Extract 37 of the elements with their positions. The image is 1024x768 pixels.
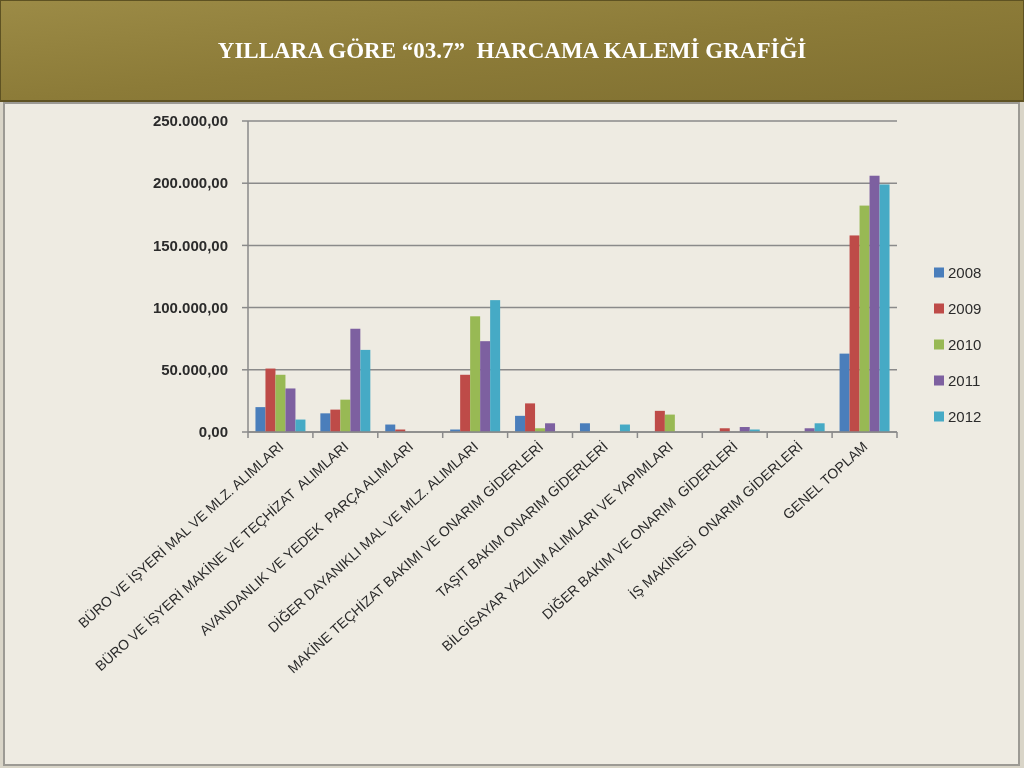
bar bbox=[525, 403, 536, 432]
bar bbox=[330, 409, 341, 432]
bar bbox=[849, 235, 860, 432]
y-tick-label: 250.000,00 bbox=[152, 112, 228, 130]
bar bbox=[460, 374, 471, 432]
bar bbox=[654, 410, 665, 432]
y-tick-label: 50.000,00 bbox=[161, 361, 228, 379]
legend-label: 2009 bbox=[948, 299, 982, 317]
bar bbox=[814, 423, 825, 432]
y-tick-label: 200.000,00 bbox=[152, 174, 228, 192]
legend-label: 2008 bbox=[948, 263, 982, 281]
chart-title: YILLARA GÖRE “03.7” HARCAMA KALEMİ GRAFİĞİ bbox=[217, 37, 807, 63]
bar bbox=[490, 300, 501, 432]
bar bbox=[859, 205, 870, 432]
bar bbox=[360, 349, 371, 432]
bar bbox=[275, 374, 286, 432]
bar bbox=[869, 175, 880, 432]
bar bbox=[879, 184, 890, 432]
y-tick-label: 0,00 bbox=[198, 423, 228, 441]
bar bbox=[255, 407, 266, 432]
bar bbox=[265, 368, 276, 432]
y-tick-label: 150.000,00 bbox=[152, 236, 228, 254]
bar bbox=[545, 423, 556, 432]
bar bbox=[470, 316, 481, 432]
bar bbox=[515, 415, 526, 432]
bar bbox=[839, 353, 850, 432]
bar bbox=[579, 423, 590, 432]
bar bbox=[340, 399, 351, 432]
legend-label: 2010 bbox=[948, 335, 982, 353]
bar bbox=[285, 388, 296, 432]
bar bbox=[480, 341, 491, 432]
legend-label: 2011 bbox=[948, 371, 981, 389]
bar bbox=[320, 413, 331, 432]
bar bbox=[664, 414, 675, 432]
legend-label: 2012 bbox=[948, 407, 982, 425]
y-tick-label: 100.000,00 bbox=[152, 298, 228, 316]
bar bbox=[350, 328, 361, 432]
